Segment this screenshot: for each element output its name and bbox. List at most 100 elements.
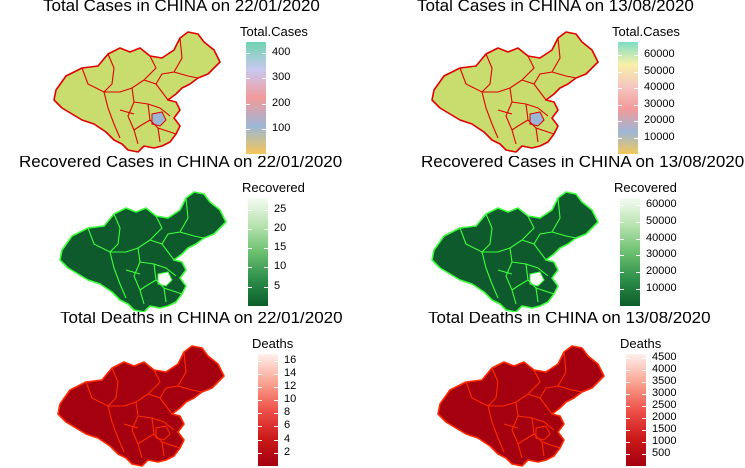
province-border xyxy=(149,215,163,241)
color-legend: Deaths 16 14 12 10 8 6 4 2 xyxy=(252,336,296,466)
province-border xyxy=(127,87,139,145)
legend-tick-label: 40000 xyxy=(644,81,675,94)
legend-tick-mark xyxy=(636,204,640,206)
panel-recovered-jan: Recovered Cases in CHINA on 22/01/2020 R… xyxy=(0,156,372,312)
legend-tick-mark xyxy=(262,53,266,55)
country-outline xyxy=(431,191,599,312)
province-border xyxy=(179,231,205,239)
province-border xyxy=(487,405,505,453)
province-border xyxy=(161,441,165,457)
legend-tick-mark xyxy=(258,400,262,402)
legend-tick-mark xyxy=(636,255,640,257)
legend-tick-mark xyxy=(246,128,250,130)
legend-tick-mark xyxy=(626,393,630,395)
legend-tick-label: 10 xyxy=(284,393,297,406)
province-border xyxy=(481,53,493,93)
province-border xyxy=(535,287,539,303)
province-border xyxy=(551,231,577,239)
province-border xyxy=(511,119,529,131)
legend-tick-mark xyxy=(258,426,262,428)
legend-tick-label: 25 xyxy=(274,202,287,215)
legend-tick-mark xyxy=(264,248,268,250)
legend-tick-label: 50000 xyxy=(646,214,677,227)
legend-tick-label: 5 xyxy=(274,279,281,292)
legend-tick-mark xyxy=(618,88,622,90)
province-border xyxy=(459,227,523,253)
legend-color-bar xyxy=(246,42,266,154)
legend-tick-label: 30000 xyxy=(646,248,677,261)
province-border xyxy=(527,369,541,395)
legend-tick-label: 20000 xyxy=(644,114,675,127)
province-border xyxy=(525,263,555,295)
legend-title: Total.Cases xyxy=(240,24,308,39)
legend-tick-label: 3000 xyxy=(652,386,677,399)
legend-tick-mark xyxy=(634,55,638,57)
panel-title: Total Deaths in CHINA on 13/08/2020 xyxy=(428,312,711,327)
legend-tick-mark xyxy=(274,452,278,454)
province-border xyxy=(517,415,555,431)
legend-tick-mark xyxy=(274,413,278,415)
legend-tick-label: 4000 xyxy=(652,362,677,375)
province-border xyxy=(133,247,145,305)
legend-tick-label: 15 xyxy=(274,241,287,254)
panel-title: Recovered Cases in CHINA on 13/08/2020 xyxy=(421,156,745,171)
legend-tick-mark xyxy=(274,386,278,388)
legend-tick-mark xyxy=(274,400,278,402)
legend-tick-label: 30000 xyxy=(644,97,675,110)
province-border xyxy=(103,53,115,93)
legend-color-bar xyxy=(618,42,638,154)
panel-recovered-aug: Recovered Cases in CHINA on 13/08/2020 R… xyxy=(373,156,745,312)
legend-tick-mark xyxy=(264,267,268,269)
legend-tick-label: 16 xyxy=(284,353,297,366)
legend-tick-label: 1500 xyxy=(652,422,677,435)
legend-title: Total.Cases xyxy=(612,24,680,39)
legend-title: Deaths xyxy=(620,336,662,351)
country-outline xyxy=(431,31,599,153)
legend-tick-mark xyxy=(620,272,624,274)
legend-tick-mark xyxy=(618,104,622,106)
province-border xyxy=(137,433,155,445)
legend-tick-mark xyxy=(634,88,638,90)
legend-tick-mark xyxy=(262,78,266,80)
legend-tick-label: 300 xyxy=(272,71,291,84)
panel-title: Total Cases in CHINA on 13/08/2020 xyxy=(417,0,694,15)
legend-tick-mark xyxy=(636,238,640,240)
province-border xyxy=(147,103,177,135)
province-border xyxy=(109,213,121,253)
color-legend: Total.Cases 400 300 200 100 xyxy=(240,24,308,154)
province-border xyxy=(521,55,535,81)
legend-tick-mark xyxy=(642,453,646,455)
province-border xyxy=(87,227,151,253)
legend-tick-mark xyxy=(626,453,630,455)
legend-title: Recovered xyxy=(614,180,677,195)
color-legend: Total.Cases 60000 50000 40000 30000 20000 1000… xyxy=(612,24,680,154)
legend-tick-mark xyxy=(636,272,640,274)
province-border xyxy=(503,423,519,429)
province-border xyxy=(541,441,545,457)
legend-tick-label: 14 xyxy=(284,366,297,379)
country-outline xyxy=(57,345,225,467)
province-border xyxy=(551,71,577,79)
legend-tick-mark xyxy=(642,357,646,359)
province-border xyxy=(521,215,535,241)
legend-tick-mark xyxy=(620,255,624,257)
province-border xyxy=(133,119,151,131)
province-border xyxy=(173,71,199,79)
legend-tick-mark xyxy=(618,55,622,57)
province-border xyxy=(517,433,535,445)
province-border xyxy=(139,279,157,291)
legend-tick-mark xyxy=(642,417,646,419)
legend-tick-mark xyxy=(626,417,630,419)
legend-tick-mark xyxy=(642,429,646,431)
legend-tick-label: 400 xyxy=(272,46,291,59)
legend-tick-mark xyxy=(618,71,622,73)
country-outline xyxy=(59,191,227,312)
china-map xyxy=(431,31,599,153)
legend-tick-mark xyxy=(258,413,262,415)
province-border xyxy=(107,367,119,407)
panel-deaths-aug: Total Deaths in CHINA on 13/08/2020 Deat… xyxy=(373,312,745,468)
legend-tick-label: 4 xyxy=(284,432,291,445)
province-border xyxy=(163,287,167,303)
legend-tick-mark xyxy=(626,381,630,383)
legend-tick-label: 60000 xyxy=(644,48,675,61)
